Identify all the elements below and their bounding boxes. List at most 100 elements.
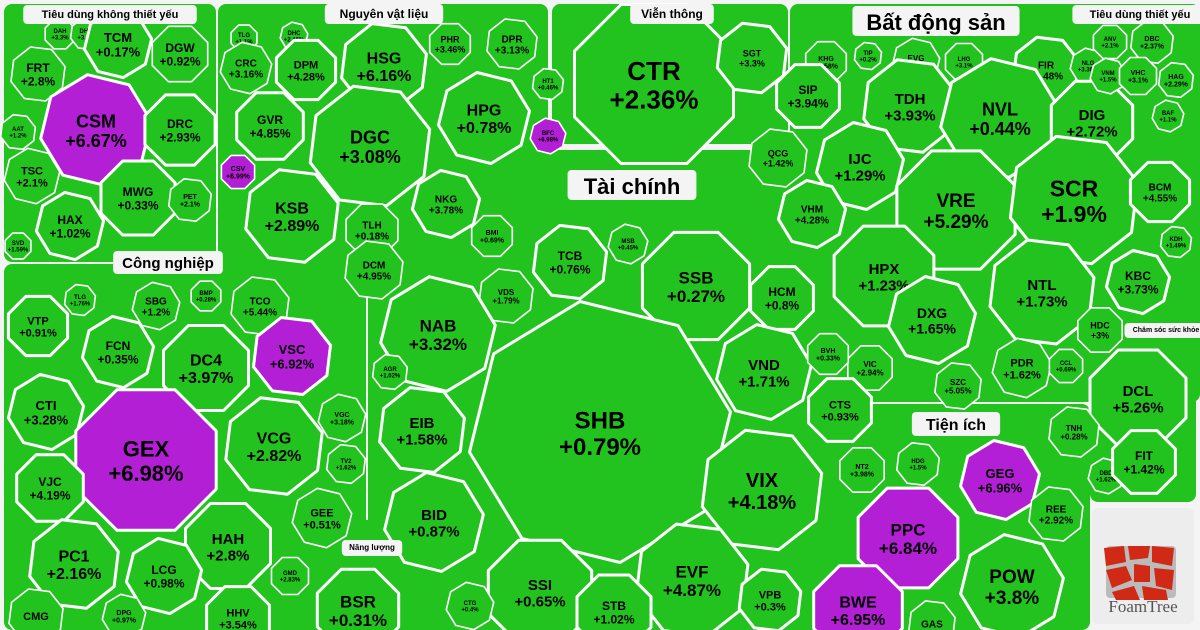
tile-bwe[interactable]: BWE+6.95%: [812, 564, 904, 630]
tile-fit[interactable]: FIT+1.42%: [1111, 429, 1177, 495]
tile-evf[interactable]: EVF+4.87%: [634, 522, 750, 630]
tile-gex[interactable]: GEX+6.98%: [74, 388, 218, 532]
tile-ppc[interactable]: PPC+6.84%: [856, 486, 960, 590]
tile-shb[interactable]: SHB+0.79%: [468, 300, 732, 564]
tile-dah[interactable]: DAH+3.3%: [44, 18, 76, 50]
tile-gmd[interactable]: GMD+2.83%: [270, 556, 310, 596]
tile-scr[interactable]: SCR+1.9%: [1008, 134, 1140, 266]
tile-bmi[interactable]: BMI+0.69%: [470, 214, 514, 258]
tile-dpr[interactable]: DPR+3.13%: [486, 18, 538, 70]
tile-gvr[interactable]: GVR+4.85%: [235, 91, 305, 161]
tile-hdg[interactable]: HDG+1.5%: [895, 441, 941, 487]
tile-vjc[interactable]: VJC+4.19%: [15, 453, 85, 523]
tile-hag[interactable]: HAG+2.29%: [1157, 61, 1195, 99]
tile-msb[interactable]: MSB+0.45%: [607, 223, 649, 265]
tile-dcm[interactable]: DCM+4.95%: [344, 240, 404, 300]
tile-tnh[interactable]: TNH+0.28%: [1048, 406, 1100, 458]
tile-ht1[interactable]: HT1+0.46%: [531, 67, 565, 101]
tile-dpm[interactable]: DPM+4.28%: [274, 38, 338, 102]
tile-dgw[interactable]: DGW+0.92%: [151, 25, 209, 83]
tile-cmg[interactable]: CMG: [8, 588, 64, 630]
tile-hpg[interactable]: HPG+0.78%: [437, 71, 531, 165]
tile-kbc[interactable]: KBC+3.73%: [1104, 248, 1172, 316]
tile-bcm[interactable]: BCM+4.55%: [1128, 160, 1192, 224]
tile-dbc[interactable]: DBC+2.37%: [1130, 19, 1174, 65]
tile-csv[interactable]: CSV+6.99%: [220, 154, 256, 190]
tile-vnd[interactable]: VND+1.71%: [715, 323, 813, 421]
tile-tv2[interactable]: TV2+1.62%: [325, 443, 367, 485]
tile-ssi[interactable]: SSI+0.65%: [486, 538, 594, 630]
tile-mwg[interactable]: MWG+0.33%: [99, 159, 177, 237]
tile-svd[interactable]: SVD+1.59%: [4, 232, 32, 260]
tile-drc[interactable]: DRC+2.93%: [143, 93, 217, 167]
tile-crc[interactable]: CRC+3.16%: [219, 41, 273, 95]
tile-vhc[interactable]: VHC+3.1%: [1118, 56, 1158, 96]
tile-ctg[interactable]: CTG+0.4%: [445, 581, 495, 630]
tile-tip[interactable]: TIP+0.2%: [853, 41, 883, 71]
tile-nvl[interactable]: NVL+0.44%: [939, 57, 1061, 179]
tile-ijc[interactable]: IJC+1.29%: [815, 121, 905, 211]
tile-nab[interactable]: NAB+3.32%: [379, 275, 497, 393]
tile-tcb[interactable]: TCB+0.76%: [531, 223, 609, 301]
tile-hcm[interactable]: HCM+0.8%: [749, 265, 815, 331]
tile-dpg[interactable]: DPG+0.97%: [101, 593, 147, 630]
tile-nt2[interactable]: NT2+3.98%: [838, 446, 886, 494]
tile-pow[interactable]: POW+3.8%: [959, 533, 1065, 630]
tile-ksb[interactable]: KSB+2.89%: [244, 168, 340, 264]
tile-vpb[interactable]: VPB+0.3%: [737, 567, 803, 630]
tile-sgt[interactable]: SGT+3.3%: [715, 21, 789, 95]
tile-cti[interactable]: CTI+3.28%: [6, 372, 86, 452]
tile-vnm[interactable]: VNM+1.5%: [1089, 57, 1127, 95]
tile-pdr[interactable]: PDR+1.62%: [991, 337, 1053, 399]
tile-vix[interactable]: VIX+4.18%: [700, 428, 824, 552]
tile-stb[interactable]: STB+1.02%: [575, 573, 653, 630]
tile-sbg[interactable]: SBG+1.2%: [131, 281, 181, 331]
tile-dxg[interactable]: DXG+1.65%: [887, 275, 977, 365]
tile-eib[interactable]: EIB+1.58%: [378, 386, 466, 474]
tile-baf[interactable]: BAF+1.1%: [1151, 99, 1185, 133]
tile-bsr[interactable]: BSR+0.31%: [315, 567, 401, 630]
tile-dgc[interactable]: DGC+3.08%: [308, 84, 432, 208]
tile-vsc[interactable]: VSC+6.92%: [252, 316, 332, 396]
tile-hax[interactable]: HAX+1.02%: [34, 190, 106, 262]
tile-szc[interactable]: SZC+5.05%: [934, 362, 982, 410]
tile-dc4[interactable]: DC4+3.97%: [162, 324, 250, 412]
tile-vtp[interactable]: VTP+0.91%: [6, 294, 70, 358]
tile-aat[interactable]: AAT+1.2%: [0, 113, 37, 151]
tile-anv[interactable]: ANV+2.1%: [1092, 24, 1128, 60]
tile-ntl[interactable]: NTL+1.73%: [988, 238, 1096, 346]
tile-fcn[interactable]: FCN+0.35%: [80, 314, 156, 390]
tile-pc1[interactable]: PC1+2.16%: [28, 518, 120, 610]
tile-pet[interactable]: PET+2.1%: [168, 178, 212, 222]
tile-ctr[interactable]: CTR+2.36%: [573, 3, 735, 165]
tile-vre[interactable]: VRE+5.29%: [895, 149, 1017, 271]
tile-ssb[interactable]: SSB+0.27%: [640, 230, 752, 342]
tile-bid[interactable]: BID+0.87%: [383, 471, 485, 573]
tile-gee[interactable]: GEE+0.51%: [291, 487, 353, 549]
tile-csm[interactable]: CSM+6.67%: [39, 73, 153, 187]
tile-vcg[interactable]: VCG+2.82%: [224, 396, 324, 496]
tile-tlg[interactable]: TLG+1.76%: [63, 283, 97, 317]
tile-bvh[interactable]: BVH+0.33%: [806, 332, 850, 376]
tile-ree[interactable]: REE+2.92%: [1028, 486, 1084, 542]
tile-agr[interactable]: AGR+1.02%: [371, 353, 409, 391]
tile-tsc[interactable]: TSC+2.1%: [3, 147, 61, 205]
tile-vds[interactable]: VDS+1.79%: [478, 268, 534, 324]
tile-phr[interactable]: PHR+3.46%: [428, 22, 472, 66]
tile-nkg[interactable]: NKG+3.78%: [410, 168, 482, 240]
tile-cts[interactable]: CTS+0.93%: [807, 377, 873, 443]
tile-hdc[interactable]: HDC+3%: [1077, 306, 1123, 354]
tile-bfc[interactable]: BFC+6.98%: [529, 117, 567, 155]
tile-tdh[interactable]: TDH+3.93%: [862, 58, 958, 154]
tile-sip[interactable]: SIP+3.94%: [775, 63, 841, 129]
tile-geg[interactable]: GEG+6.96%: [959, 439, 1041, 521]
tile-vhm[interactable]: VHM+4.28%: [776, 178, 848, 250]
tile-qcg[interactable]: QCG+1.42%: [748, 128, 808, 188]
tile-kdh[interactable]: KDH+1.49%: [1159, 225, 1193, 259]
tile-bmp[interactable]: BMP+0.28%: [190, 280, 222, 312]
tile-tcm[interactable]: TCM+0.17%: [82, 8, 154, 80]
tile-vgc[interactable]: VGC+3.18%: [317, 393, 367, 443]
tile-lcg[interactable]: LCG+0.98%: [124, 536, 204, 616]
tile-ccl[interactable]: CCL+0.69%: [1048, 348, 1084, 384]
tile-hhv[interactable]: HHV+3.54%: [205, 585, 271, 630]
